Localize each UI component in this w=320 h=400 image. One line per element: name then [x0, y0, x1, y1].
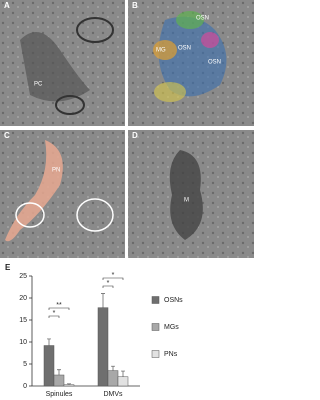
- error-bar: [121, 370, 125, 377]
- bar: [63, 384, 75, 387]
- x-tick-label: Spinules: [46, 391, 73, 398]
- panel-label: C: [4, 131, 10, 140]
- y-tick-label: 15: [19, 317, 27, 324]
- significance-label: *: [107, 280, 110, 287]
- panel-c: C PN: [0, 130, 125, 258]
- y-tick-label: 0: [23, 383, 27, 390]
- y-tick-label: 10: [19, 339, 27, 346]
- significance-bracket: [102, 277, 124, 280]
- significance-label: *: [112, 272, 115, 279]
- panel-a: A PC: [0, 0, 125, 126]
- figure: A PC B OSN OSN OSN MG C PN D M E 0 5 10 15 2…: [0, 0, 254, 398]
- y-tick-label: 5: [23, 361, 27, 368]
- bar: [97, 307, 109, 387]
- bar: [43, 345, 55, 387]
- legend-swatch: [151, 296, 160, 304]
- significance-label: *: [53, 310, 56, 317]
- structure-label: OSN: [208, 60, 221, 66]
- y-tick-label: 25: [19, 273, 27, 280]
- legend-label: OSNs: [164, 297, 183, 304]
- structure-label: OSN: [178, 46, 191, 52]
- significance-label: **: [56, 302, 62, 309]
- legend-swatch: [151, 323, 160, 331]
- bar: [117, 376, 129, 387]
- panel-d: D M: [128, 130, 254, 258]
- legend-swatch: [151, 350, 160, 358]
- panel-label: D: [132, 131, 138, 140]
- x-tick-label: DMVs: [103, 391, 123, 398]
- y-tick-label: 20: [19, 295, 27, 302]
- panel-label: B: [132, 1, 138, 10]
- significance-bracket: [48, 315, 60, 318]
- structure-label: PC: [34, 82, 43, 88]
- panel-label: E: [5, 263, 11, 272]
- error-bar: [47, 338, 51, 346]
- legend-label: PNs: [164, 351, 178, 358]
- panel-label: A: [4, 1, 10, 10]
- structure-label: M: [184, 198, 189, 204]
- error-bar: [111, 365, 115, 371]
- legend-label: MGs: [164, 324, 179, 331]
- error-bar: [67, 383, 71, 385]
- error-bar: [57, 369, 61, 375]
- significance-bracket: [48, 307, 70, 310]
- significance-bracket: [102, 285, 114, 288]
- structure-label: OSN: [196, 16, 209, 22]
- bar: [107, 370, 119, 387]
- error-bar: [101, 293, 105, 308]
- structure-label: MG: [156, 48, 166, 54]
- bar: [53, 374, 65, 387]
- panel-b: B OSN OSN OSN MG: [128, 0, 254, 126]
- structure-label: PN: [52, 168, 60, 174]
